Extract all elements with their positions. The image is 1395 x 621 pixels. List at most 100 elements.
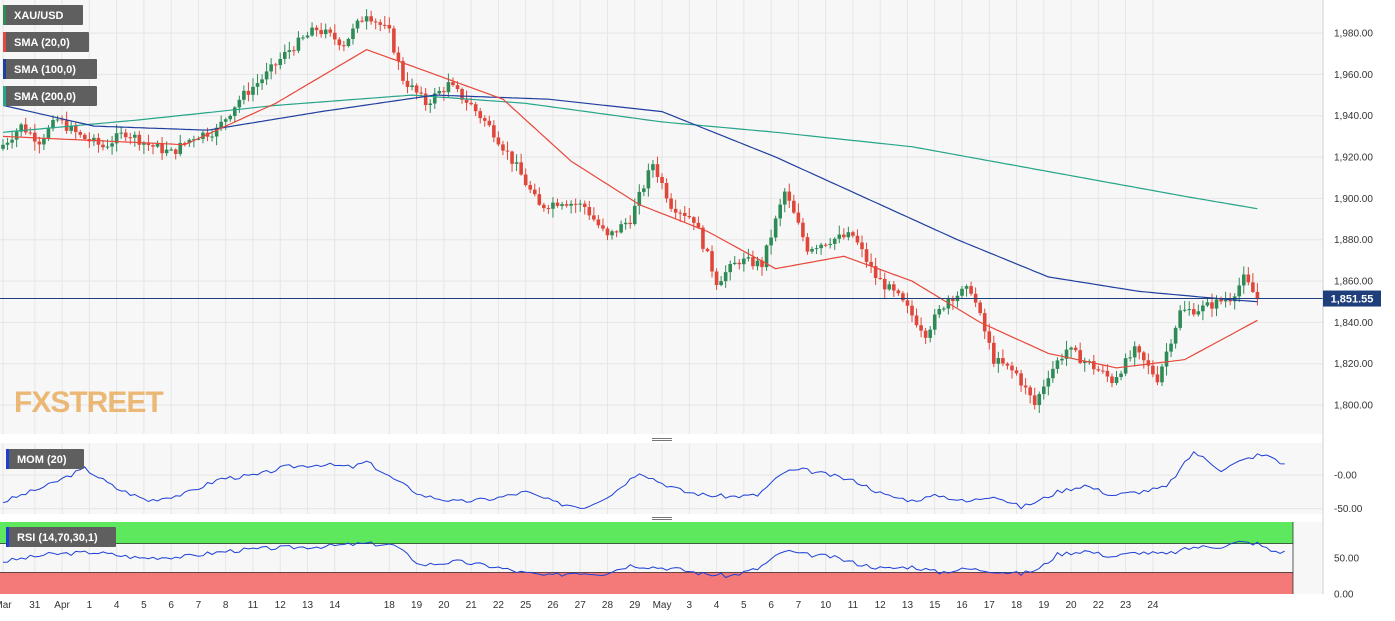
candle-body[interactable] xyxy=(928,329,932,338)
candle-body[interactable] xyxy=(960,288,964,296)
candle-body[interactable] xyxy=(932,314,937,330)
candle-body[interactable] xyxy=(1,144,5,149)
candle-body[interactable] xyxy=(669,198,673,209)
candle-body[interactable] xyxy=(878,278,882,280)
candle-body[interactable] xyxy=(587,207,592,216)
candle-body[interactable] xyxy=(778,204,782,219)
candle-body[interactable] xyxy=(301,37,305,39)
candle-body[interactable] xyxy=(1214,299,1219,309)
candle-body[interactable] xyxy=(755,260,760,267)
candle-body[interactable] xyxy=(73,125,78,133)
legend-mom[interactable]: MOM (20) xyxy=(6,449,84,469)
candle-body[interactable] xyxy=(637,191,642,206)
candle-body[interactable] xyxy=(655,164,660,178)
candle-body[interactable] xyxy=(592,215,596,220)
candle-body[interactable] xyxy=(823,244,828,246)
candle-body[interactable] xyxy=(146,142,151,146)
candle-body[interactable] xyxy=(423,93,428,106)
candle-body[interactable] xyxy=(469,102,473,105)
candle-body[interactable] xyxy=(1151,365,1155,375)
candle-body[interactable] xyxy=(773,218,778,238)
candle-body[interactable] xyxy=(510,151,514,164)
candle-body[interactable] xyxy=(282,51,287,59)
candle-body[interactable] xyxy=(164,149,169,154)
candle-body[interactable] xyxy=(987,331,992,343)
candle-body[interactable] xyxy=(673,208,678,213)
candle-body[interactable] xyxy=(651,164,655,171)
candle-body[interactable] xyxy=(782,191,787,205)
candle-body[interactable] xyxy=(1182,309,1187,311)
candle-body[interactable] xyxy=(519,162,523,175)
candle-body[interactable] xyxy=(96,137,101,145)
candle-body[interactable] xyxy=(710,251,714,272)
candle-body[interactable] xyxy=(228,115,233,120)
candle-body[interactable] xyxy=(33,132,37,142)
candle-body[interactable] xyxy=(173,149,178,154)
candle-body[interactable] xyxy=(292,50,296,52)
candle-body[interactable] xyxy=(55,119,60,121)
candle-body[interactable] xyxy=(532,189,537,195)
candle-body[interactable] xyxy=(42,138,46,145)
candle-body[interactable] xyxy=(1255,291,1260,299)
candle-body[interactable] xyxy=(723,272,728,282)
candle-body[interactable] xyxy=(1037,394,1042,406)
candle-body[interactable] xyxy=(482,118,487,121)
candle-body[interactable] xyxy=(801,222,805,238)
candle-body[interactable] xyxy=(133,134,137,138)
candle-body[interactable] xyxy=(14,131,19,140)
candle-body[interactable] xyxy=(810,249,814,252)
candle-body[interactable] xyxy=(692,217,696,223)
candle-body[interactable] xyxy=(28,132,33,134)
candle-body[interactable] xyxy=(501,144,505,151)
candle-body[interactable] xyxy=(578,203,583,205)
candle-body[interactable] xyxy=(660,177,664,184)
candle-body[interactable] xyxy=(905,300,910,306)
candle-body[interactable] xyxy=(382,24,387,26)
candle-body[interactable] xyxy=(332,32,337,40)
candle-body[interactable] xyxy=(442,91,446,93)
candle-body[interactable] xyxy=(614,231,619,233)
candle-body[interactable] xyxy=(1069,347,1073,350)
legend-sma200[interactable]: SMA (200,0) xyxy=(3,86,97,106)
candle-body[interactable] xyxy=(901,293,905,301)
candle-body[interactable] xyxy=(596,219,601,226)
candle-body[interactable] xyxy=(1096,369,1101,371)
candle-body[interactable] xyxy=(573,203,578,205)
candle-body[interactable] xyxy=(828,243,832,245)
candle-body[interactable] xyxy=(223,119,228,122)
candle-body[interactable] xyxy=(92,137,96,142)
candle-body[interactable] xyxy=(1223,300,1228,302)
candle-body[interactable] xyxy=(1073,347,1078,351)
candle-body[interactable] xyxy=(882,278,887,290)
candle-body[interactable] xyxy=(582,203,587,208)
candle-body[interactable] xyxy=(751,257,755,267)
candle-body[interactable] xyxy=(378,22,383,25)
legend-sma20[interactable]: SMA (20,0) xyxy=(3,32,89,52)
candle-body[interactable] xyxy=(737,262,742,265)
candle-body[interactable] xyxy=(1210,302,1214,309)
candle-body[interactable] xyxy=(369,16,373,22)
candle-body[interactable] xyxy=(137,134,142,145)
candle-body[interactable] xyxy=(346,38,351,46)
candle-body[interactable] xyxy=(255,83,260,87)
candle-body[interactable] xyxy=(496,137,501,145)
candle-body[interactable] xyxy=(78,132,83,135)
candle-body[interactable] xyxy=(192,139,196,141)
candle-body[interactable] xyxy=(405,80,410,88)
candle-body[interactable] xyxy=(323,29,328,35)
candle-body[interactable] xyxy=(492,125,496,138)
candle-body[interactable] xyxy=(451,82,455,86)
candle-body[interactable] xyxy=(1246,274,1251,283)
candle-body[interactable] xyxy=(219,121,223,128)
candle-body[interactable] xyxy=(328,29,333,33)
candle-body[interactable] xyxy=(505,150,510,152)
candle-body[interactable] xyxy=(1201,305,1205,312)
candle-body[interactable] xyxy=(464,99,469,103)
candle-body[interactable] xyxy=(183,142,187,144)
candle-body[interactable] xyxy=(1010,365,1014,371)
candle-body[interactable] xyxy=(305,35,310,38)
candle-body[interactable] xyxy=(1092,361,1096,370)
candle-body[interactable] xyxy=(628,222,633,225)
candle-body[interactable] xyxy=(996,358,1001,364)
